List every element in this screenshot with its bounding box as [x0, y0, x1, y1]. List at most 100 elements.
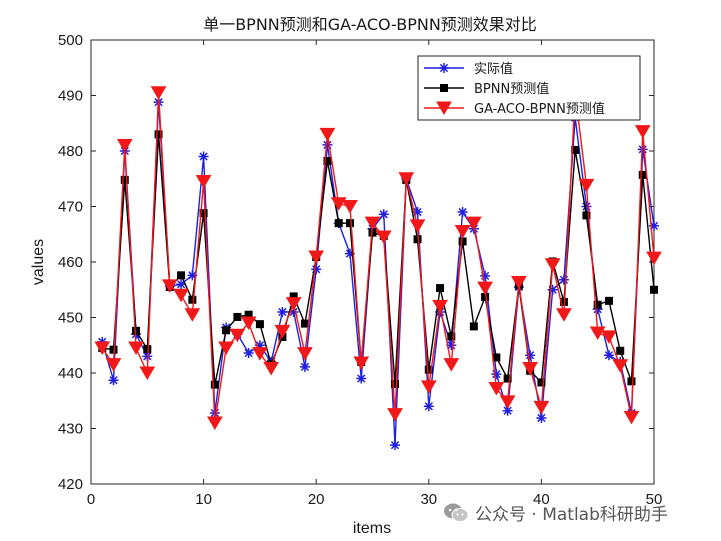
- data-point-square: [481, 292, 490, 301]
- data-point-triangle: [240, 316, 257, 331]
- data-point-triangle: [364, 216, 381, 231]
- data-point-asterisk: [390, 440, 401, 451]
- data-point-square: [233, 312, 242, 321]
- data-point-triangle: [184, 308, 201, 322]
- data-point-square: [300, 319, 309, 328]
- data-point-triangle: [173, 288, 189, 303]
- y-axis-label: values: [30, 239, 47, 285]
- data-point-asterisk: [525, 350, 536, 361]
- data-point-triangle: [436, 101, 452, 115]
- data-point-square: [222, 326, 231, 335]
- data-point-square: [413, 235, 422, 244]
- data-point-asterisk: [299, 361, 310, 372]
- series-line: [101, 92, 655, 424]
- data-point-square: [255, 320, 264, 329]
- y-tick-label: 420: [58, 476, 83, 493]
- y-tick-label: 470: [58, 199, 83, 216]
- legend: 实际值 BPNN预测值 GA-ACO-BPNN预测值: [417, 55, 641, 121]
- data-point-asterisk: [187, 270, 198, 281]
- data-point-square: [503, 374, 512, 383]
- data-point-asterisk: [423, 401, 434, 412]
- data-point-triangle: [128, 341, 144, 356]
- data-point-triangle: [612, 359, 629, 373]
- data-point-triangle: [252, 347, 268, 361]
- data-point-square: [391, 380, 400, 389]
- data-point-triangle: [398, 172, 415, 186]
- data-point-triangle: [522, 362, 539, 376]
- data-point-square: [132, 326, 141, 335]
- data-point-triangle: [94, 341, 111, 356]
- data-point-square: [244, 310, 253, 319]
- data-point-triangle: [432, 299, 448, 314]
- data-point-square: [627, 377, 636, 386]
- legend-label: 实际值: [474, 61, 513, 77]
- data-point-square: [638, 170, 647, 179]
- data-point-triangle: [195, 175, 212, 189]
- data-point-asterisk: [277, 306, 288, 317]
- y-tick-label: 500: [58, 32, 83, 49]
- x-tick-label: 40: [533, 491, 550, 508]
- x-tick-label: 0: [87, 491, 95, 508]
- data-point-triangle: [443, 358, 460, 372]
- data-point-triangle: [229, 328, 246, 343]
- data-point-square: [109, 345, 118, 354]
- data-point-triangle: [533, 400, 550, 415]
- data-point-square: [323, 156, 332, 165]
- data-point-asterisk: [412, 207, 423, 218]
- x-tick-label: 30: [420, 491, 437, 508]
- data-point-square: [120, 175, 129, 184]
- data-point-square: [469, 322, 478, 331]
- data-point-asterisk: [536, 412, 547, 423]
- data-point-square: [345, 219, 354, 228]
- data-point-asterisk: [592, 304, 603, 315]
- data-point-triangle: [465, 216, 482, 231]
- data-point-triangle: [161, 279, 178, 293]
- data-point-triangle: [499, 395, 516, 409]
- watermark: 公众号 · Matlab科研助手: [443, 500, 668, 525]
- data-point-square: [143, 345, 152, 354]
- data-point-triangle: [589, 326, 606, 341]
- data-point-square: [593, 300, 602, 309]
- data-point-triangle: [511, 276, 527, 290]
- data-point-asterisk: [378, 209, 389, 220]
- data-point-asterisk: [198, 151, 209, 162]
- data-point-square: [424, 365, 433, 374]
- data-point-square: [199, 209, 208, 218]
- data-point-triangle: [330, 197, 347, 211]
- data-point-square: [154, 130, 163, 139]
- data-point-triangle: [623, 410, 640, 425]
- data-point-triangle: [477, 281, 493, 296]
- data-point-asterisk: [457, 207, 468, 218]
- data-point-square: [289, 292, 298, 301]
- data-point-square: [440, 84, 448, 92]
- data-point-asterisk: [558, 274, 569, 285]
- data-point-square: [537, 378, 546, 387]
- data-point-triangle: [274, 324, 291, 339]
- data-point-square: [447, 332, 456, 341]
- data-point-asterisk: [547, 284, 558, 295]
- data-point-triangle: [646, 251, 662, 266]
- legend-label: BPNN预测值: [474, 81, 549, 97]
- data-point-asterisk: [322, 139, 333, 150]
- data-point-triangle: [488, 382, 505, 396]
- data-point-triangle: [375, 230, 392, 245]
- data-point-triangle: [218, 341, 234, 356]
- series-3: [94, 86, 662, 430]
- y-tick-label: 440: [58, 365, 83, 382]
- data-point-asterisk: [502, 405, 513, 416]
- data-point-square: [188, 295, 197, 304]
- data-point-asterisk: [288, 306, 299, 317]
- data-point-triangle: [409, 219, 426, 233]
- data-point-triangle: [544, 258, 561, 272]
- data-point-asterisk: [649, 220, 659, 231]
- data-point-triangle: [634, 125, 651, 139]
- data-point-triangle: [308, 250, 325, 264]
- data-point-triangle: [139, 366, 156, 380]
- legend-label: GA-ACO-BPNN预测值: [474, 101, 605, 117]
- data-point-triangle: [353, 356, 370, 371]
- data-point-asterisk: [108, 375, 119, 386]
- data-point-triangle: [319, 127, 336, 142]
- data-point-triangle: [285, 297, 302, 311]
- data-point-square: [582, 211, 591, 220]
- data-point-asterisk: [311, 264, 322, 275]
